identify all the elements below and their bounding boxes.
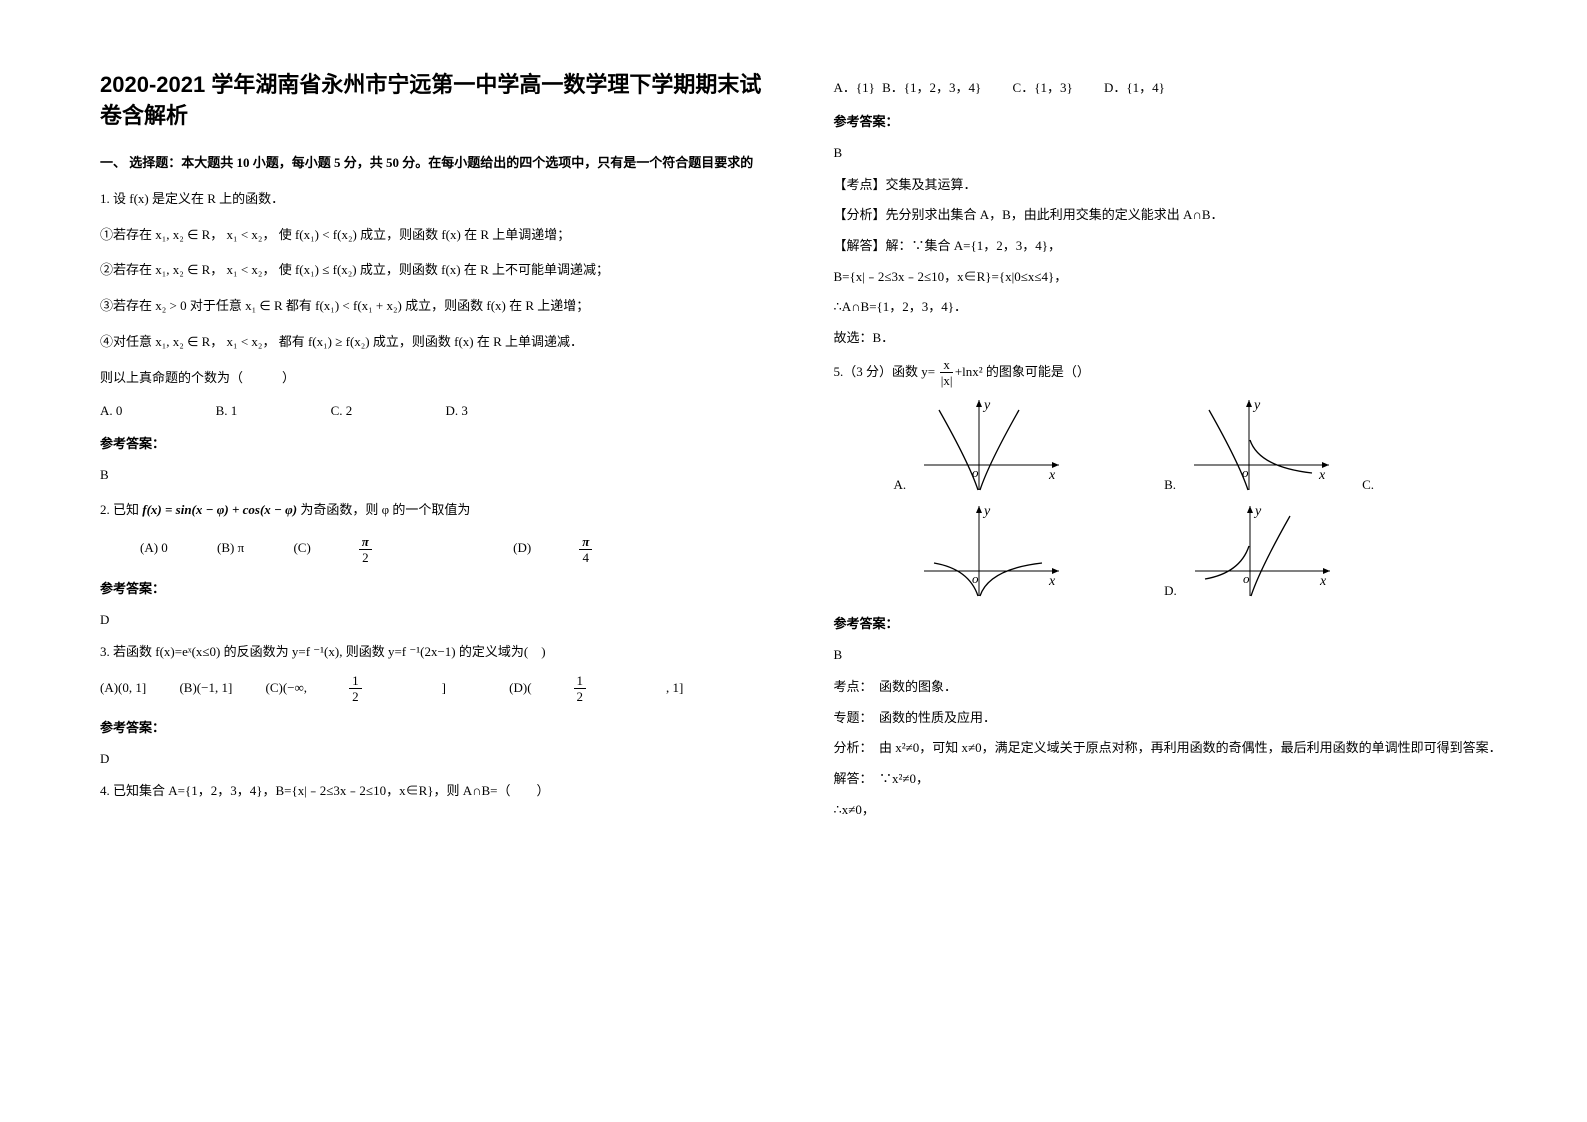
q3-opt-d: (D)( 12 , 1] (509, 674, 723, 703)
frac-1-2a: 12 (349, 674, 402, 703)
q4-sol-2: 【分析】先分别求出集合 A，B，由此利用交集的定义能求出 A∩B． (834, 203, 1508, 228)
q2-opt-b: (B) π (217, 540, 244, 556)
q1-options: A. 0 B. 1 C. 2 D. 3 (100, 403, 774, 419)
graph-cell-d: D. o x y (1164, 501, 1335, 601)
q3-answer: D (100, 751, 774, 767)
q5-answer-label: 参考答案： (834, 609, 1508, 639)
q1-stmt-4: ④对任意 x₁, x₂ ∈ R， x₁ < x₂， 都有 f(x₁) ≥ f(x… (100, 327, 774, 357)
graph-label-b: B. (1164, 477, 1176, 495)
svg-text:x: x (1319, 574, 1327, 589)
left-column: 2020-2021 学年湖南省永州市宁远第一中学高一数学理下学期期末试卷含解析 … (100, 70, 774, 829)
svg-text:o: o (972, 571, 979, 586)
graph-row-1: A. o x y B. (894, 395, 1508, 495)
q3-answer-label: 参考答案： (100, 713, 774, 743)
q2-fx: f(x) = sin(x − φ) + cos(x − φ) (142, 502, 297, 517)
q5-stem: 5.（3 分）函数 y= x|x|+lnx² 的图象可能是（） (834, 357, 1508, 388)
q5-sol-5: ∴x≠0， (834, 798, 1508, 823)
q5-sol-4: 解答： ∵x²≠0， (834, 767, 1508, 792)
q2-opt-c: (C) π2 (293, 535, 463, 564)
q2-answer-label: 参考答案： (100, 574, 774, 604)
q4-opt-b: B．{1，2，3，4} (882, 80, 981, 95)
q4-opt-d: D．{1，4} (1104, 80, 1165, 95)
graph-label-d: D. (1164, 583, 1177, 601)
q2-options: (A) 0 (B) π (C) π2 (D) π4 (140, 535, 774, 564)
section-1-heading: 一、 选择题：本大题共 10 小题，每小题 5 分，共 50 分。在每小题给出的… (100, 152, 774, 174)
q4-sol-6: 故选：B． (834, 326, 1508, 351)
q1-stmt-1: ①若存在 x₁, x₂ ∈ R， x₁ < x₂， 使 f(x₁) < f(x₂… (100, 220, 774, 250)
q1-stmt-3: ③若存在 x₂ > 0 对于任意 x₁ ∈ R 都有 f(x₁) < f(x₁ … (100, 291, 774, 321)
q1-answer: B (100, 467, 774, 483)
svg-text:x: x (1318, 468, 1326, 483)
q5-answer: B (834, 647, 1508, 663)
graph-cell-c: A. o x y (894, 501, 1065, 601)
q3-stem: 3. 若函数 f(x)=eˣ(x≤0) 的反函数为 y=f ⁻¹(x), 则函数… (100, 640, 774, 665)
graph-b-svg: o x y (1184, 395, 1334, 495)
q1-opt-d: D. 3 (445, 403, 467, 419)
q4-options: A．{1} B．{1，2，3，4} C．{1，3} D．{1，4} (834, 76, 1508, 101)
graph-label-a: A. (894, 477, 907, 495)
q2-opt-d: (D) π4 (513, 535, 684, 564)
q5-sol-1: 考点： 函数的图象． (834, 675, 1508, 700)
q5-stem-b: +lnx² 的图象可能是（） (955, 364, 1090, 379)
graph-d-svg: o x y (1185, 501, 1335, 601)
q3-opt-c: (C)(−∞, 12 ] (266, 674, 486, 703)
q1-opt-b: B. 1 (216, 403, 238, 419)
svg-text:y: y (982, 504, 991, 519)
q4-answer: B (834, 145, 1508, 161)
q3-opt-a: (A)(0, 1] (100, 680, 146, 696)
q2-answer: D (100, 612, 774, 628)
q3-options: (A)(0, 1] (B)(−1, 1] (C)(−∞, 12 ] (D)( 1… (100, 674, 774, 703)
frac-1-2b: 12 (574, 674, 627, 703)
q3-opt-b: (B)(−1, 1] (179, 680, 232, 696)
exam-title: 2020-2021 学年湖南省永州市宁远第一中学高一数学理下学期期末试卷含解析 (100, 70, 774, 132)
q2-stem: 2. 已知 f(x) = sin(x − φ) + cos(x − φ) 为奇函… (100, 495, 774, 525)
q2-opt-a: (A) 0 (140, 540, 168, 556)
q1-opt-c: C. 2 (331, 403, 353, 419)
graph-cell-b: B. o x y C. (1164, 395, 1374, 495)
right-column: A．{1} B．{1，2，3，4} C．{1，3} D．{1，4} 参考答案： … (834, 70, 1508, 829)
graph-label-c: C. (1362, 477, 1374, 495)
svg-text:x: x (1048, 574, 1056, 589)
q4-opt-c: C．{1，3} (1013, 80, 1073, 95)
svg-text:y: y (982, 398, 991, 413)
svg-text:o: o (1243, 571, 1250, 586)
q5-sol-2: 专题： 函数的性质及应用． (834, 706, 1508, 731)
q1-answer-label: 参考答案： (100, 429, 774, 459)
q1-stmt-2: ②若存在 x₁, x₂ ∈ R， x₁ < x₂， 使 f(x₁) ≤ f(x₂… (100, 255, 774, 285)
q4-sol-4: B={x|﹣2≤3x﹣2≤10，x∈R}={x|0≤x≤4}， (834, 265, 1508, 290)
frac-pi-2: π2 (359, 535, 418, 564)
q4-answer-label: 参考答案： (834, 107, 1508, 137)
q5-stem-a: 5.（3 分）函数 y= (834, 364, 939, 379)
svg-text:x: x (1048, 468, 1056, 483)
svg-text:y: y (1252, 398, 1261, 413)
q4-opt-a: A．{1} (834, 80, 875, 95)
q5-graph-grid: A. o x y B. (894, 395, 1508, 601)
q4-stem: 4. 已知集合 A={1，2，3，4}，B={x|﹣2≤3x﹣2≤10，x∈R}… (100, 779, 774, 804)
q1-opt-a: A. 0 (100, 403, 122, 419)
q1-stem: 1. 设 f(x) 是定义在 R 上的函数． (100, 184, 774, 214)
q4-sol-3: 【解答】解：∵集合 A={1，2，3，4}， (834, 234, 1508, 259)
q2-stem-a: 2. 已知 (100, 502, 142, 517)
graph-c-svg: o x y (914, 501, 1064, 601)
frac-x-absx: x|x| (940, 358, 953, 387)
graph-cell-a: A. o x y (894, 395, 1065, 495)
q4-sol-5: ∴A∩B={1，2，3，4}． (834, 295, 1508, 320)
q5-sol-3: 分析： 由 x²≠0，可知 x≠0，满足定义域关于原点对称，再利用函数的奇偶性，… (834, 736, 1508, 761)
q4-sol-1: 【考点】交集及其运算． (834, 173, 1508, 198)
q1-ask: 则以上真命题的个数为（ ） (100, 363, 774, 393)
graph-a-svg: o x y (914, 395, 1064, 495)
graph-row-2: A. o x y D. (894, 501, 1508, 601)
svg-text:y: y (1253, 504, 1262, 519)
frac-pi-4: π4 (579, 535, 638, 564)
q2-stem-b: 为奇函数，则 φ 的一个取值为 (297, 502, 470, 517)
